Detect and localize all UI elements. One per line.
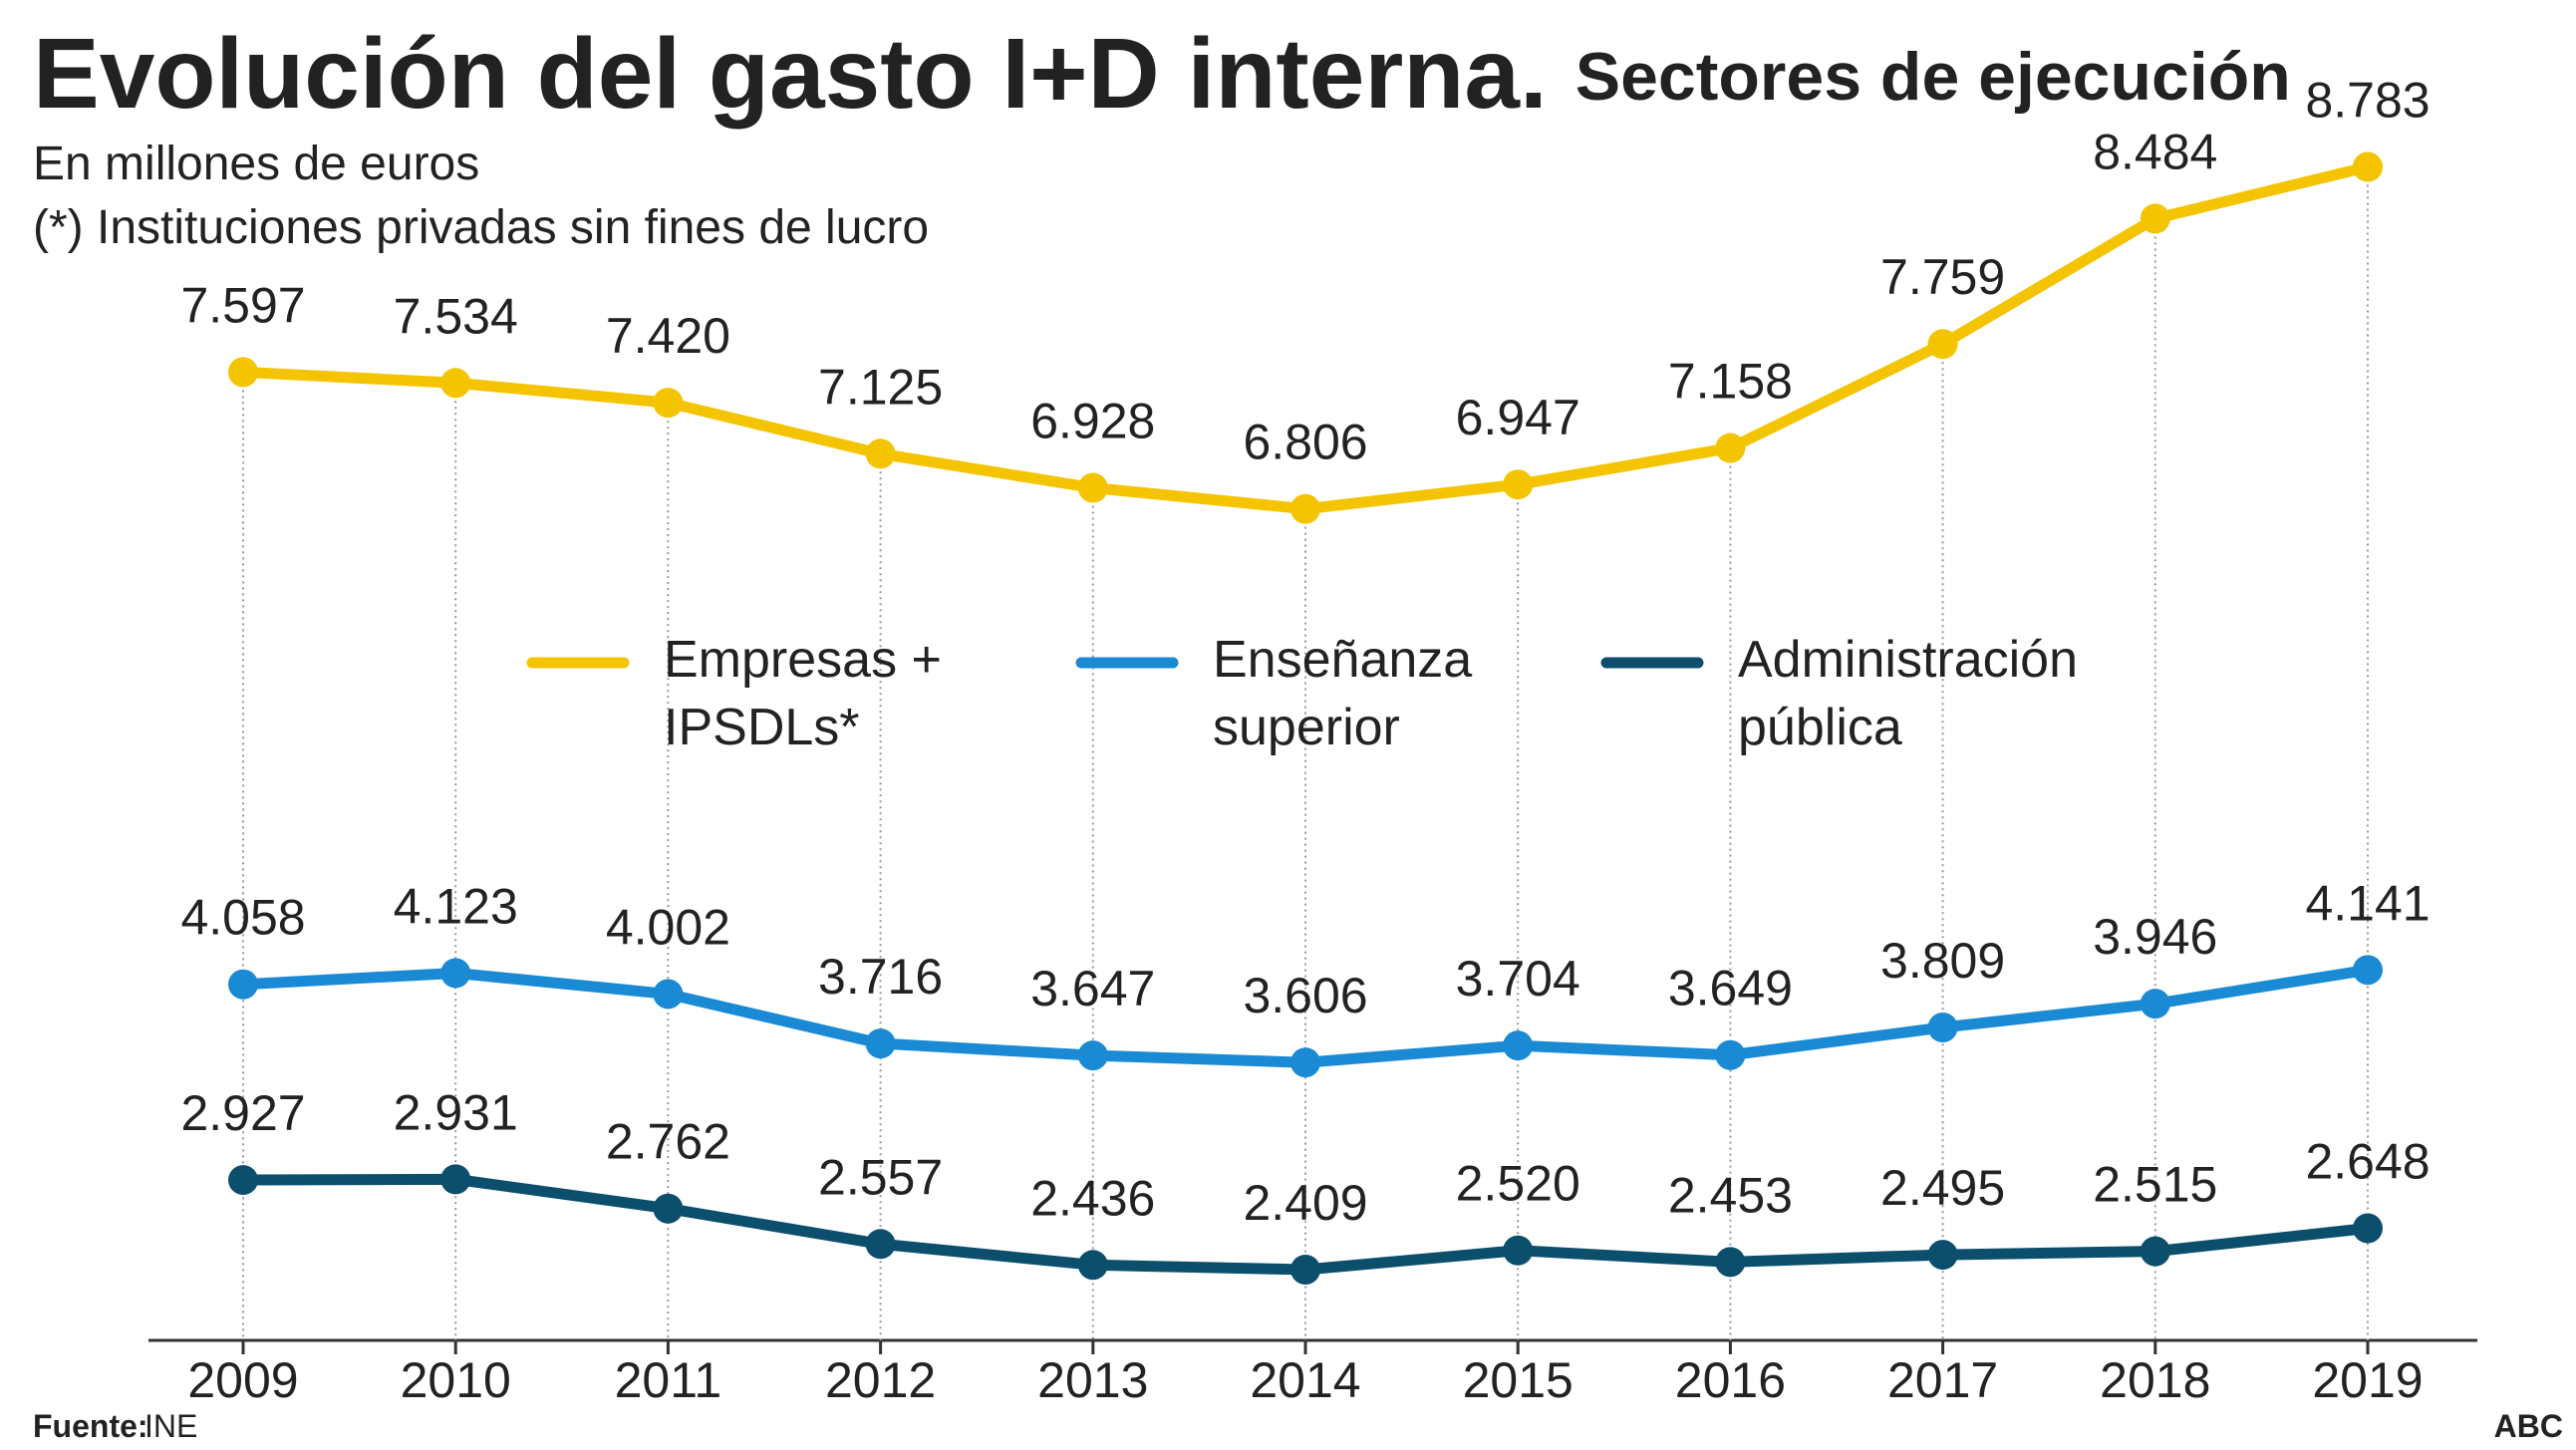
chart-title: Evolución del gasto I+D interna. [33, 18, 1548, 130]
source-label: Fuente: [33, 1408, 148, 1444]
point [1503, 1235, 1534, 1266]
point [228, 357, 258, 388]
point [440, 958, 471, 989]
legend-label: Administración pública [1738, 631, 2079, 756]
value-label: 2.409 [1243, 1175, 1367, 1231]
point [865, 1028, 896, 1059]
legend-label: Empresas + IPSDLs* [664, 631, 942, 756]
source: INE [144, 1408, 197, 1444]
chart-subtitle: Sectores de ejecución [1575, 39, 2291, 115]
x-tick-label: 2011 [615, 1352, 722, 1408]
value-label: 2.557 [818, 1149, 943, 1205]
units-note: En millones de euros [33, 138, 479, 190]
value-label: 2.762 [606, 1114, 730, 1170]
point [2353, 1213, 2383, 1244]
value-label: 7.759 [1880, 249, 2005, 305]
point [228, 1165, 258, 1196]
value-label: 2.520 [1456, 1156, 1580, 1212]
x-tick-label: 2017 [1887, 1352, 1998, 1408]
point [1715, 1039, 1746, 1070]
x-tick-label: 2016 [1675, 1352, 1786, 1408]
x-tick-label: 2012 [825, 1352, 936, 1408]
point [2140, 203, 2170, 234]
value-label: 8.783 [2305, 72, 2430, 128]
point [1503, 469, 1534, 500]
point [228, 969, 258, 1000]
point [865, 1229, 896, 1260]
value-label: 2.648 [2305, 1134, 2430, 1190]
value-label: 3.704 [1456, 951, 1580, 1007]
value-label: 3.809 [1880, 933, 2005, 989]
brand: ABC [2494, 1408, 2563, 1444]
value-label: 8.484 [2093, 124, 2217, 179]
x-tick-label: 2014 [1250, 1352, 1360, 1408]
value-label: 3.647 [1030, 961, 1155, 1016]
x-tick-label: 2010 [401, 1352, 511, 1408]
point [1927, 1012, 1958, 1042]
point [865, 438, 896, 469]
point [1290, 1047, 1320, 1078]
point [1077, 472, 1108, 503]
point [2353, 151, 2383, 182]
value-label: 3.946 [2093, 909, 2217, 965]
point [440, 368, 471, 399]
value-label: 2.436 [1030, 1170, 1155, 1226]
point [653, 1193, 684, 1224]
point [1290, 493, 1320, 524]
point [440, 1164, 471, 1195]
value-label: 4.141 [2305, 875, 2430, 931]
value-label: 4.002 [606, 899, 730, 955]
point [1927, 1240, 1958, 1271]
value-label: 3.606 [1243, 968, 1367, 1023]
value-label: 3.649 [1668, 961, 1793, 1016]
x-tick-label: 2019 [2312, 1352, 2423, 1408]
value-label: 7.420 [606, 308, 730, 364]
point [2353, 955, 2383, 986]
point [1290, 1254, 1320, 1285]
point [2140, 989, 2170, 1019]
value-label: 2.931 [394, 1084, 518, 1140]
x-tick-label: 2013 [1037, 1352, 1148, 1408]
value-label: 4.058 [180, 890, 305, 946]
value-label: 4.123 [394, 878, 518, 934]
value-label: 6.928 [1030, 393, 1155, 448]
value-label: 7.534 [394, 288, 518, 344]
point [1503, 1030, 1534, 1061]
value-label: 2.927 [180, 1085, 305, 1141]
point [1077, 1250, 1108, 1281]
value-label: 7.158 [1668, 354, 1793, 410]
x-tick-label: 2009 [187, 1352, 298, 1408]
legend-label: Enseñanza superior [1213, 631, 1473, 756]
point [653, 388, 684, 419]
point [1077, 1040, 1108, 1071]
value-label: 7.597 [180, 277, 305, 333]
value-label: 3.716 [818, 949, 943, 1005]
footnote: (*) Instituciones privadas sin fines de … [33, 201, 929, 254]
value-label: 2.495 [1880, 1160, 2005, 1216]
point [1715, 1247, 1746, 1278]
point [1715, 433, 1746, 463]
point [1927, 329, 1958, 360]
x-tick-label: 2015 [1463, 1352, 1574, 1408]
value-label: 7.125 [818, 359, 943, 415]
value-label: 2.515 [2093, 1157, 2217, 1213]
value-label: 6.806 [1243, 415, 1367, 470]
x-tick-label: 2018 [2100, 1352, 2210, 1408]
point [653, 979, 684, 1010]
point [2140, 1236, 2170, 1267]
value-label: 6.947 [1456, 390, 1580, 445]
value-label: 2.453 [1668, 1167, 1793, 1223]
